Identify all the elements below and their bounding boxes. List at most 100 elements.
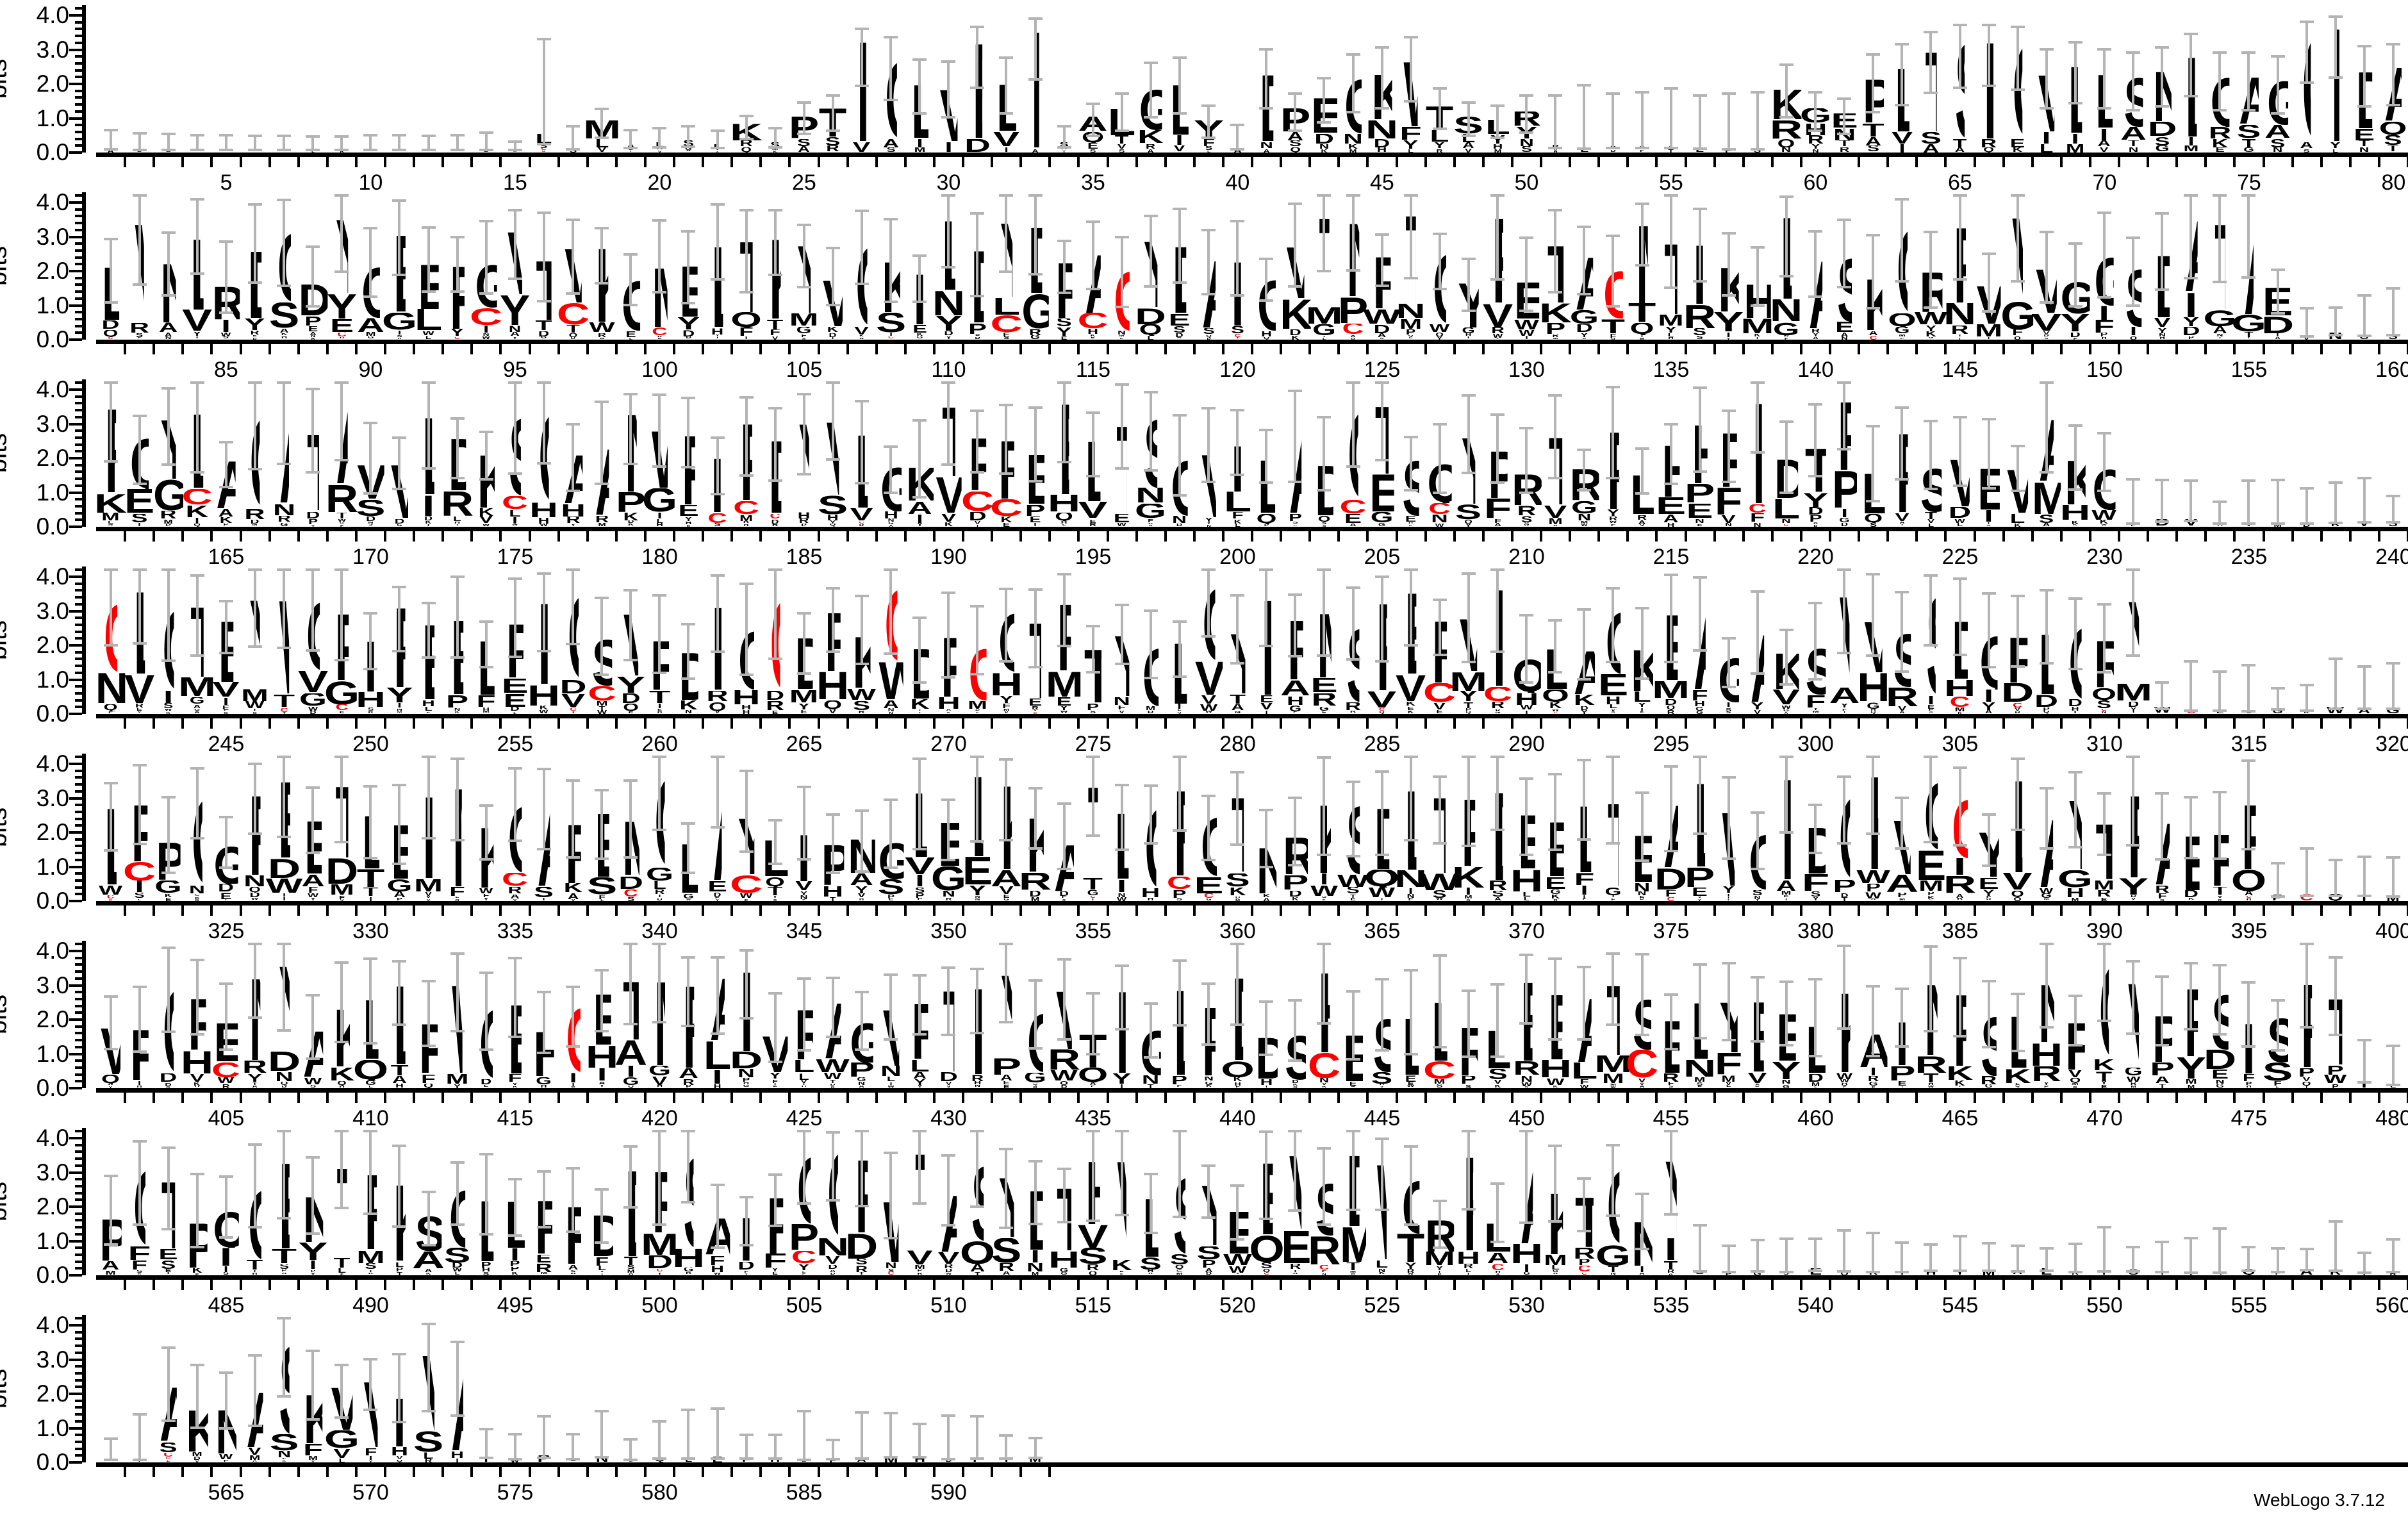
error-bar [796,1410,811,1461]
y-tick-label: 4.0 [37,2,69,29]
y-tick-minor [75,331,82,335]
y-axis-label: bits [0,1182,13,1221]
error-bar [536,990,551,1055]
x-tick [528,906,531,916]
logo-letter: V [1441,149,1496,153]
error-bar [2039,942,2054,1029]
y-tick-minor [75,1164,82,1167]
logo-letter: S [1066,149,1121,153]
y-tick-minor [75,1032,82,1035]
x-tick [1597,344,1601,354]
x-tick [1280,1093,1283,1103]
error-bar [1895,198,1909,283]
x-tick [1886,344,1890,354]
error-bar [1837,568,1852,655]
error-bar [507,767,522,842]
error-bar [884,973,898,1041]
y-axis-spine [82,754,86,901]
logo-stack-65: STA [1945,5,1974,153]
error-bar [1895,1241,1909,1274]
logo-stack-48: SLAV [1453,5,1483,153]
x-tick [673,1467,675,1477]
x-tick [1337,157,1340,167]
x-tick [1337,344,1340,354]
logo-stack-55: AT [1656,5,1685,153]
logo-letter: K [2193,139,2248,147]
x-tick [1481,157,1485,167]
x-tick [1048,531,1051,542]
logo-stack-167: ANRG [270,379,299,527]
logo-stack-556: F [2263,1128,2292,1275]
x-tick [643,718,647,729]
x-tick [1251,344,1253,354]
y-tick-minor [75,103,82,106]
error-bar [1779,629,1794,686]
x-tick [2118,531,2120,542]
x-tick [210,906,213,916]
x-tick [470,1280,474,1290]
x-tick-label: 60 [1804,170,1828,195]
error-bar [1143,1173,1158,1235]
stack-area: LDQCVRSPNAANLVYTRIWSDYREDGSAKHDPEANRYYEC… [96,192,2408,340]
error-bar [854,1129,869,1208]
x-tick [702,1093,705,1103]
x-tick [702,718,705,729]
x-tick [875,1093,878,1103]
x-tick [759,1280,763,1290]
logo-letter: T [2222,139,2277,147]
logo-stack-563: ASCCL [154,1315,183,1462]
error-bar [190,133,204,152]
x-tick [1337,1280,1340,1290]
error-bar [768,209,782,277]
error-bar [999,1434,1014,1460]
error-bar [1259,1000,1274,1057]
x-tick [2147,531,2150,542]
error-bar [1866,53,1881,113]
logo-stack-416: HGH [529,941,558,1088]
x-tick-label: 575 [497,1480,534,1505]
error-bar [710,129,725,149]
error-bar [1230,219,1245,297]
error-bar [1952,766,1967,847]
logo-letter: A [1845,137,1901,145]
error-bar [277,1129,292,1220]
y-tick-minor [75,470,82,474]
x-ticks [96,1280,2408,1290]
logo-letter: D [83,320,138,330]
error-bar [884,798,898,869]
error-bar [306,388,320,474]
logo-stack-3: G [154,5,183,153]
error-bar [1692,576,1707,652]
logo-letter: T [1817,140,1872,147]
error-bar [248,135,263,151]
logo-letter: K [1326,144,1381,149]
x-tick-label: 70 [2093,170,2117,195]
logo-letter: R [1123,144,1178,149]
logo-stack-356: LINW [1107,754,1136,901]
x-tick [2262,718,2265,729]
logo-stack-315: G [2234,567,2263,714]
x-tick [962,531,964,542]
logo-stack-577: E [559,1315,588,1462]
logo-letter: M [892,147,947,153]
x-tick [759,718,763,729]
x-tick [1192,344,1196,354]
error-bar [132,194,147,286]
x-tick [1569,157,1572,167]
y-axis-spine [82,567,86,714]
error-bar [1692,1224,1707,1273]
y-tick-minor [75,256,82,259]
error-bar [825,247,840,306]
error-bar [306,1349,320,1421]
logo-letter: E [973,41,982,138]
error-bar [768,1173,782,1228]
error-bar [2357,476,2371,524]
x-tick [1626,157,1629,167]
y-tick-label: 2.0 [37,819,69,846]
x-tick [1366,1093,1369,1103]
error-bar [536,211,551,303]
logo-stack-435: TQAP [1078,941,1108,1088]
y-tick-minor [75,484,82,487]
x-tick [1655,718,1658,729]
logo-stack-31: ED [963,5,992,153]
